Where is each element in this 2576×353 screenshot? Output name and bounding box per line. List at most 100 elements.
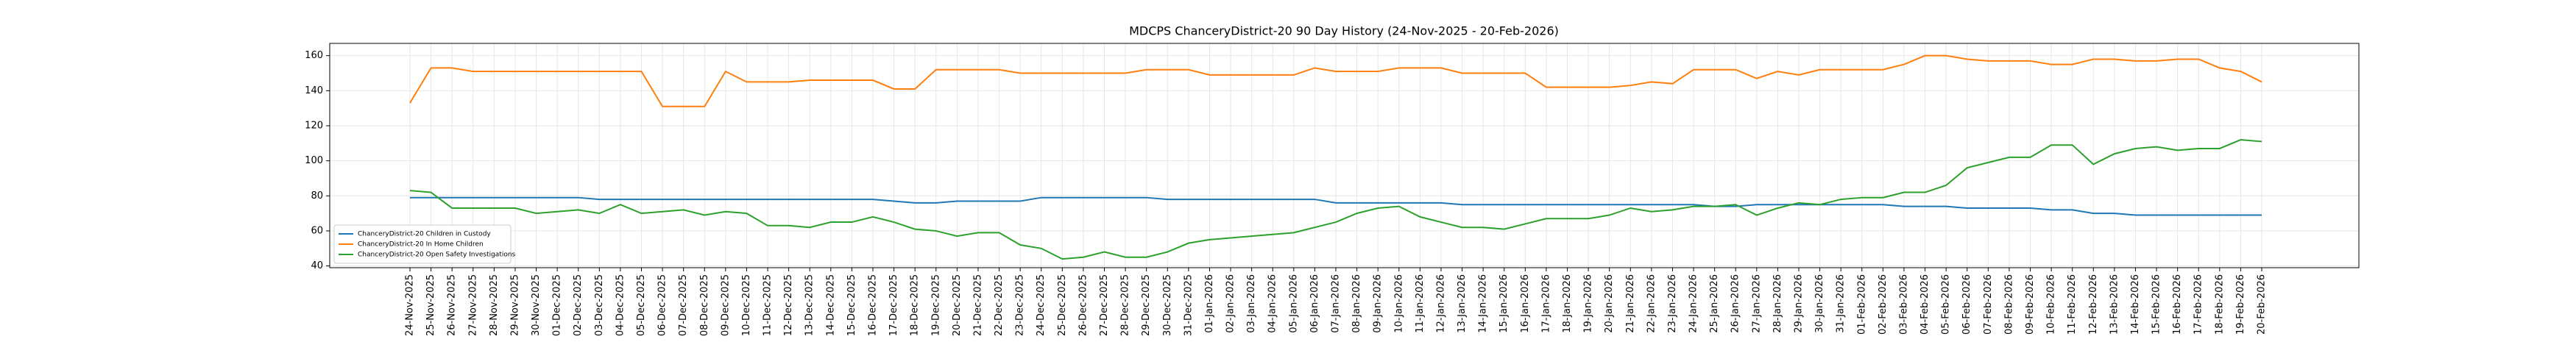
x-tick-label: 17-Feb-2026 xyxy=(2193,274,2204,335)
x-tick-label: 15-Dec-2025 xyxy=(846,274,857,336)
x-tick-label: 01-Dec-2025 xyxy=(552,274,563,336)
x-tick-label: 19-Jan-2026 xyxy=(1583,274,1594,333)
x-tick-label: 06-Jan-2026 xyxy=(1309,274,1320,333)
x-tick-label: 08-Dec-2025 xyxy=(699,274,710,336)
y-tick-label: 60 xyxy=(311,225,323,236)
x-tick-label: 10-Dec-2025 xyxy=(741,274,752,336)
y-tick-label: 80 xyxy=(311,190,323,202)
x-tick-label: 12-Jan-2026 xyxy=(1435,274,1446,333)
x-tick-label: 20-Feb-2026 xyxy=(2257,274,2268,335)
x-tick-label: 23-Jan-2026 xyxy=(1667,274,1678,333)
legend-label: ChanceryDistrict-20 Open Safety Investig… xyxy=(358,252,516,259)
legend-label: ChanceryDistrict-20 In Home Children xyxy=(358,241,484,249)
y-tick-label: 160 xyxy=(305,50,323,61)
x-tick-label: 18-Dec-2025 xyxy=(910,274,921,336)
x-tick-label: 10-Feb-2026 xyxy=(2046,274,2057,335)
y-tick-label: 140 xyxy=(305,85,323,96)
x-tick-label: 14-Dec-2025 xyxy=(825,274,836,336)
x-tick-label: 02-Dec-2025 xyxy=(573,274,584,336)
x-tick-label: 26-Dec-2025 xyxy=(1078,274,1089,336)
x-tick-label: 03-Feb-2026 xyxy=(1898,274,1909,335)
x-tick-label: 28-Nov-2025 xyxy=(489,274,500,336)
x-tick-label: 30-Jan-2026 xyxy=(1814,274,1825,333)
x-tick-label: 24-Dec-2025 xyxy=(1036,274,1047,336)
x-tick-label: 30-Dec-2025 xyxy=(1162,274,1173,336)
x-tick-label: 22-Dec-2025 xyxy=(994,274,1005,336)
x-tick-label: 17-Dec-2025 xyxy=(888,274,899,336)
x-tick-label: 12-Dec-2025 xyxy=(783,274,794,336)
legend-box xyxy=(333,224,512,264)
x-tick-label: 16-Dec-2025 xyxy=(868,274,879,336)
x-tick-label: 09-Dec-2025 xyxy=(720,274,731,336)
x-tick-label: 24-Nov-2025 xyxy=(405,274,416,336)
x-tick-label: 04-Dec-2025 xyxy=(615,274,626,336)
x-tick-label: 19-Feb-2026 xyxy=(2235,274,2246,335)
x-tick-label: 17-Jan-2026 xyxy=(1540,274,1551,333)
y-tick-label: 100 xyxy=(305,155,323,166)
x-tick-label: 21-Jan-2026 xyxy=(1625,274,1636,333)
x-tick-label: 09-Feb-2026 xyxy=(2025,274,2036,335)
x-tick-label: 27-Jan-2026 xyxy=(1751,274,1762,333)
x-tick-label: 20-Jan-2026 xyxy=(1604,274,1615,333)
x-tick-label: 25-Jan-2026 xyxy=(1709,274,1720,333)
x-tick-label: 13-Dec-2025 xyxy=(804,274,815,336)
x-tick-label: 02-Jan-2026 xyxy=(1225,274,1236,333)
y-tick-label: 120 xyxy=(305,120,323,131)
x-tick-label: 03-Jan-2026 xyxy=(1246,274,1257,333)
x-tick-label: 26-Nov-2025 xyxy=(447,274,458,336)
x-tick-label: 26-Jan-2026 xyxy=(1730,274,1741,333)
x-tick-label: 29-Dec-2025 xyxy=(1141,274,1152,336)
x-tick-label: 11-Feb-2026 xyxy=(2067,274,2078,335)
x-tick-label: 08-Feb-2026 xyxy=(2003,274,2014,335)
x-tick-label: 04-Feb-2026 xyxy=(1919,274,1931,335)
legend-label: ChanceryDistrict-20 Children in Custody xyxy=(358,231,491,238)
x-tick-label: 30-Nov-2025 xyxy=(531,274,542,336)
x-tick-label: 22-Jan-2026 xyxy=(1646,274,1657,333)
x-tick-label: 31-Dec-2025 xyxy=(1183,274,1194,336)
x-tick-label: 05-Dec-2025 xyxy=(636,274,647,336)
x-tick-label: 04-Jan-2026 xyxy=(1267,274,1278,333)
data-line xyxy=(409,54,2262,107)
x-tick-label: 01-Feb-2026 xyxy=(1856,274,1867,335)
x-tick-label: 01-Jan-2026 xyxy=(1204,274,1215,333)
x-tick-label: 25-Nov-2025 xyxy=(425,274,436,336)
data-line xyxy=(410,196,2262,216)
x-tick-label: 18-Feb-2026 xyxy=(2214,274,2225,335)
x-tick-label: 27-Dec-2025 xyxy=(1099,274,1110,336)
x-tick-label: 31-Jan-2026 xyxy=(1836,274,1847,333)
x-tick-label: 05-Jan-2026 xyxy=(1288,274,1299,333)
x-tick-label: 13-Jan-2026 xyxy=(1457,274,1468,333)
x-tick-label: 16-Jan-2026 xyxy=(1520,274,1531,333)
x-tick-label: 16-Feb-2026 xyxy=(2172,274,2183,335)
x-tick-label: 28-Dec-2025 xyxy=(1120,274,1131,336)
x-tick-label: 27-Nov-2025 xyxy=(467,274,478,336)
x-tick-label: 29-Nov-2025 xyxy=(509,274,520,336)
x-tick-label: 08-Jan-2026 xyxy=(1351,274,1362,333)
x-tick-label: 11-Dec-2025 xyxy=(762,274,774,336)
x-tick-label: 20-Dec-2025 xyxy=(952,274,963,336)
x-tick-label: 03-Dec-2025 xyxy=(594,274,605,336)
plot-frame xyxy=(329,43,2360,268)
data-line xyxy=(409,139,2262,260)
x-tick-label: 21-Dec-2025 xyxy=(972,274,983,336)
x-tick-label: 15-Feb-2026 xyxy=(2151,274,2162,335)
x-tick-label: 05-Feb-2026 xyxy=(1941,274,1952,335)
y-tick-label: 40 xyxy=(311,260,323,271)
x-tick-label: 06-Dec-2025 xyxy=(657,274,668,336)
x-tick-label: 10-Jan-2026 xyxy=(1393,274,1404,333)
x-tick-label: 29-Jan-2026 xyxy=(1794,274,1805,333)
x-tick-label: 14-Feb-2026 xyxy=(2130,274,2141,335)
chart-title: MDCPS ChanceryDistrict-20 90 Day History… xyxy=(1129,24,1559,38)
x-tick-label: 12-Feb-2026 xyxy=(2088,274,2099,335)
x-tick-label: 07-Jan-2026 xyxy=(1331,274,1342,333)
x-tick-label: 23-Dec-2025 xyxy=(1015,274,1026,336)
x-tick-label: 25-Dec-2025 xyxy=(1057,274,1068,336)
x-tick-label: 28-Jan-2026 xyxy=(1772,274,1783,333)
x-tick-label: 18-Jan-2026 xyxy=(1562,274,1573,333)
x-tick-label: 19-Dec-2025 xyxy=(930,274,941,336)
x-tick-label: 09-Jan-2026 xyxy=(1373,274,1384,333)
x-tick-label: 15-Jan-2026 xyxy=(1498,274,1510,333)
x-tick-label: 07-Feb-2026 xyxy=(1983,274,1994,335)
x-tick-label: 07-Dec-2025 xyxy=(678,274,689,336)
